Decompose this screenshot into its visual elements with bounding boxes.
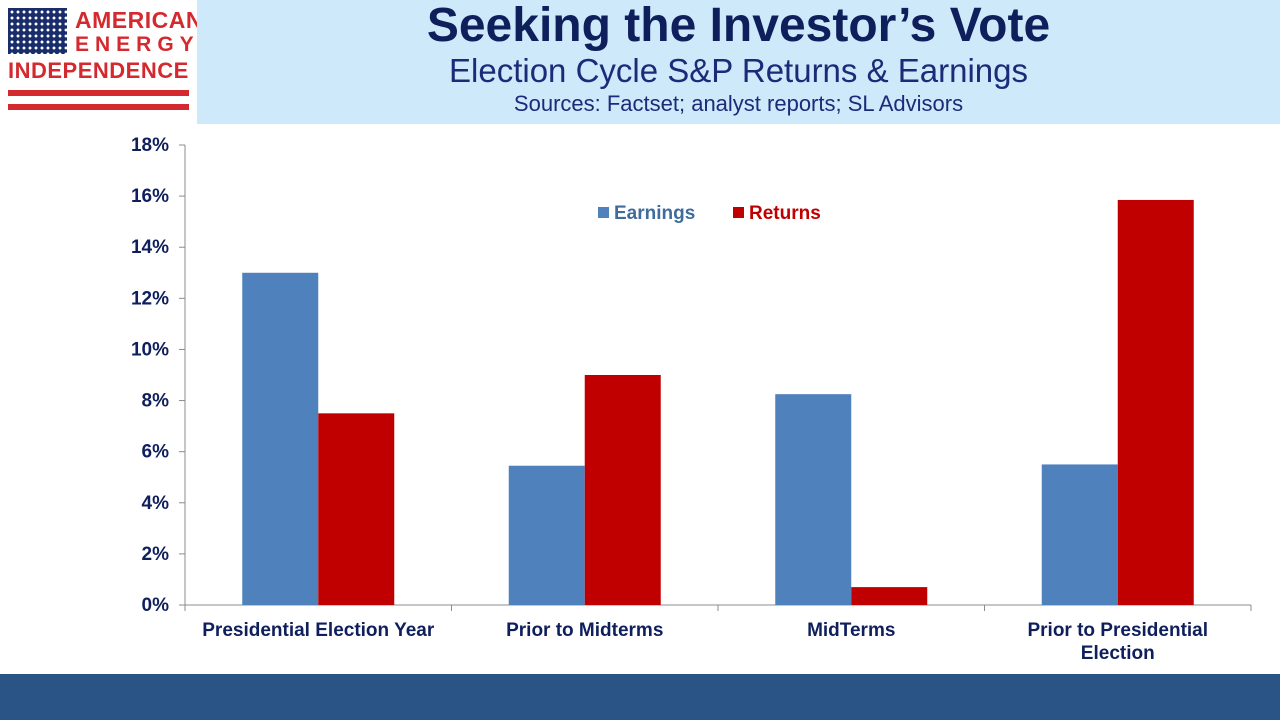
y-tick-label: 8%: [142, 391, 170, 412]
bar-earnings: [1041, 464, 1118, 605]
legend-label-returns: Returns: [749, 203, 821, 224]
logo: AMERICAN ENERGY INDEPENDENCE: [0, 0, 202, 124]
y-tick-label: 16%: [131, 186, 169, 207]
us-flag-icon: [8, 8, 67, 54]
logo-line-2: ENERGY: [75, 33, 200, 56]
footer-band: [0, 674, 1280, 720]
page-title: Seeking the Investor’s Vote: [426, 0, 1051, 52]
y-tick-label: 2%: [142, 544, 170, 565]
bar-returns: [318, 413, 395, 605]
y-tick-label: 0%: [142, 595, 170, 616]
x-category-label: Presidential Election Year: [202, 620, 435, 641]
y-tick-label: 10%: [131, 339, 169, 360]
bar-returns: [1117, 199, 1194, 605]
bar-earnings: [508, 465, 585, 605]
logo-stripe: [8, 90, 189, 96]
logo-stripe: [8, 104, 189, 110]
bar-earnings: [775, 394, 852, 605]
page-subtitle: Election Cycle S&P Returns & Earnings: [449, 52, 1028, 89]
sources-note: Sources: Factset; analyst reports; SL Ad…: [513, 91, 964, 116]
legend-label-earnings: Earnings: [614, 203, 695, 224]
y-tick-label: 4%: [142, 493, 170, 514]
bar-returns: [851, 587, 928, 605]
bar-returns: [584, 375, 661, 605]
logo-line-1: AMERICAN: [75, 7, 203, 33]
y-tick-label: 18%: [131, 135, 169, 156]
x-category-label: Prior to Presidential Election: [1027, 620, 1208, 664]
x-category-label: Prior to Midterms: [506, 620, 663, 641]
header-band: [197, 0, 1280, 124]
y-tick-label: 14%: [131, 237, 169, 258]
bar-chart: 0% 2% 4% 6% 8% 10% 12% 14% 16% 18% Presidential El…: [131, 135, 1252, 664]
legend-swatch-earnings: [598, 207, 609, 218]
x-category-label: MidTerms: [807, 620, 895, 641]
y-tick-label: 6%: [142, 442, 170, 463]
y-tick-label: 12%: [131, 288, 169, 309]
legend-swatch-returns: [733, 207, 744, 218]
bar-earnings: [242, 272, 319, 605]
logo-line-3: INDEPENDENCE: [8, 58, 189, 83]
